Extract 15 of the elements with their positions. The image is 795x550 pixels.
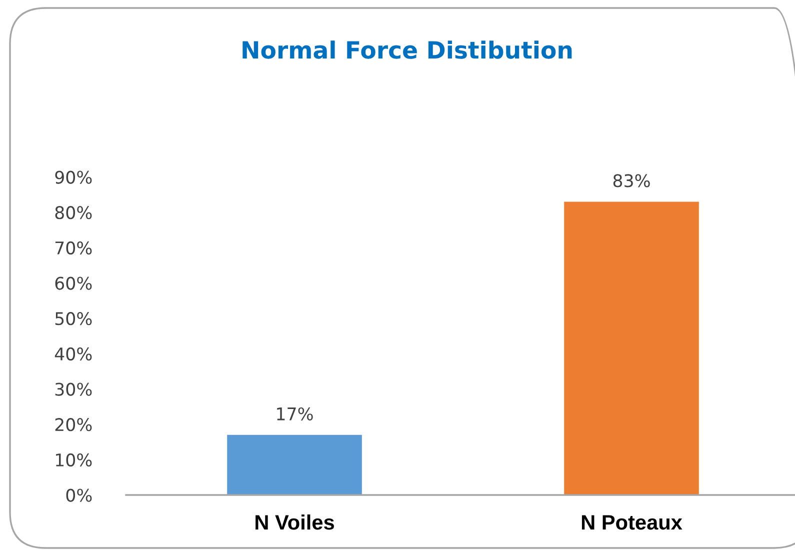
y-tick-label: 80%: [55, 206, 92, 220]
y-tick-label: 10%: [56, 453, 92, 467]
y-tick-label: 70%: [56, 241, 92, 255]
y-tick-label: 50%: [55, 312, 92, 326]
x-tick-label: N Voiles: [256, 514, 334, 530]
x-tick-label: N Poteaux: [582, 515, 682, 530]
y-tick-label: 60%: [55, 276, 92, 290]
data-label: 17%: [277, 407, 313, 420]
data-label: 83%: [613, 174, 650, 188]
y-tick-label: 20%: [55, 418, 92, 432]
y-tick-label: 90%: [55, 170, 92, 184]
y-tick-label: 30%: [55, 382, 92, 396]
y-tick-label: 40%: [54, 347, 92, 361]
y-tick-label: 0%: [66, 488, 92, 502]
chart-title: Normal Force Distibution: [242, 40, 572, 59]
